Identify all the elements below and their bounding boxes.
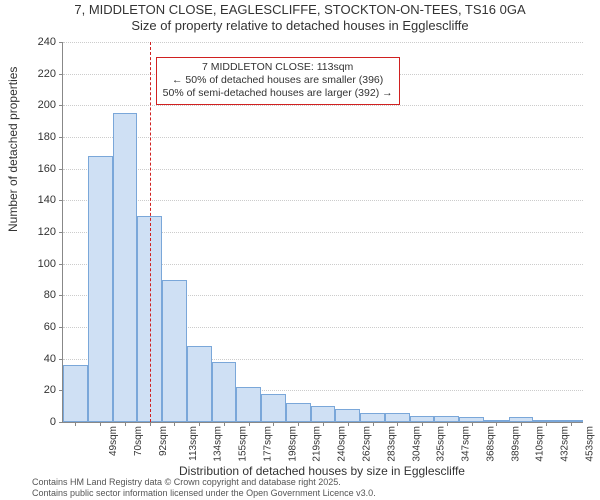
x-tick-label: 325sqm (436, 426, 447, 462)
histogram-bar (335, 409, 360, 422)
histogram-bar (212, 362, 237, 422)
histogram-bar (311, 406, 336, 422)
x-tick-label: 283sqm (386, 426, 397, 462)
footer-line-1: Contains HM Land Registry data © Crown c… (32, 477, 376, 487)
y-tick-label: 240 (16, 36, 56, 48)
highlight-line (150, 42, 151, 422)
y-tick-mark (59, 422, 63, 423)
y-tick-label: 180 (16, 131, 56, 143)
chart-container: 7, MIDDLETON CLOSE, EAGLESCLIFFE, STOCKT… (0, 0, 600, 500)
x-tick-label: 410sqm (535, 426, 546, 462)
x-tick-label: 92sqm (158, 426, 169, 456)
y-axis-label: Number of detached properties (6, 67, 20, 232)
y-tick-label: 20 (16, 384, 56, 396)
x-tick-mark (571, 422, 572, 426)
x-tick-label: 368sqm (485, 426, 496, 462)
x-tick-mark (323, 422, 324, 426)
y-tick-mark (59, 359, 63, 360)
histogram-bar (236, 387, 261, 422)
y-tick-mark (59, 200, 63, 201)
y-tick-label: 0 (16, 416, 56, 428)
histogram-bar (162, 280, 187, 423)
x-tick-mark (100, 422, 101, 426)
x-tick-label: 70sqm (133, 426, 144, 456)
histogram-bar (113, 113, 138, 422)
x-tick-mark (273, 422, 274, 426)
x-tick-label: 240sqm (337, 426, 348, 462)
y-tick-label: 100 (16, 258, 56, 270)
callout-line: 7 MIDDLETON CLOSE: 113sqm (163, 61, 393, 74)
y-tick-mark (59, 137, 63, 138)
x-tick-label: 219sqm (312, 426, 323, 462)
x-tick-label: 347sqm (461, 426, 472, 462)
y-tick-label: 40 (16, 353, 56, 365)
gridline-h (63, 200, 583, 201)
chart-title: 7, MIDDLETON CLOSE, EAGLESCLIFFE, STOCKT… (0, 2, 600, 35)
y-tick-label: 160 (16, 163, 56, 175)
x-tick-mark (472, 422, 473, 426)
y-tick-mark (59, 295, 63, 296)
x-tick-label: 262sqm (362, 426, 373, 462)
x-tick-mark (199, 422, 200, 426)
x-axis-label: Distribution of detached houses by size … (62, 464, 582, 478)
title-line-1: 7, MIDDLETON CLOSE, EAGLESCLIFFE, STOCKT… (0, 2, 600, 18)
y-tick-label: 200 (16, 99, 56, 111)
y-tick-mark (59, 74, 63, 75)
x-tick-mark (174, 422, 175, 426)
x-tick-mark (249, 422, 250, 426)
histogram-bar (63, 365, 88, 422)
title-line-2: Size of property relative to detached ho… (0, 18, 600, 34)
x-tick-label: 432sqm (560, 426, 571, 462)
x-tick-label: 155sqm (238, 426, 249, 462)
y-tick-label: 140 (16, 194, 56, 206)
x-tick-label: 113sqm (188, 426, 199, 461)
histogram-bar (88, 156, 113, 422)
x-tick-label: 177sqm (263, 426, 274, 462)
gridline-h (63, 42, 583, 43)
x-tick-mark (348, 422, 349, 426)
footer-line-2: Contains public sector information licen… (32, 488, 376, 498)
x-tick-mark (546, 422, 547, 426)
x-tick-label: 304sqm (411, 426, 422, 462)
gridline-h (63, 169, 583, 170)
histogram-bar (261, 394, 286, 423)
y-tick-mark (59, 327, 63, 328)
histogram-bar (286, 403, 311, 422)
y-tick-label: 120 (16, 226, 56, 238)
y-tick-label: 220 (16, 68, 56, 80)
y-tick-label: 80 (16, 289, 56, 301)
x-tick-mark (373, 422, 374, 426)
gridline-h (63, 137, 583, 138)
x-tick-mark (125, 422, 126, 426)
y-tick-mark (59, 264, 63, 265)
footer-attribution: Contains HM Land Registry data © Crown c… (32, 477, 376, 498)
x-tick-mark (447, 422, 448, 426)
y-tick-mark (59, 42, 63, 43)
plot-area: 7 MIDDLETON CLOSE: 113sqm← 50% of detach… (62, 42, 583, 423)
x-tick-label: 49sqm (108, 426, 119, 456)
y-tick-mark (59, 232, 63, 233)
x-tick-label: 134sqm (213, 426, 224, 462)
histogram-bar (385, 413, 410, 423)
x-tick-label: 198sqm (287, 426, 298, 462)
x-tick-mark (150, 422, 151, 426)
callout-line: ← 50% of detached houses are smaller (39… (163, 74, 393, 87)
gridline-h (63, 105, 583, 106)
callout-box: 7 MIDDLETON CLOSE: 113sqm← 50% of detach… (156, 57, 400, 104)
y-tick-mark (59, 105, 63, 106)
histogram-bar (187, 346, 212, 422)
x-tick-label: 389sqm (510, 426, 521, 462)
callout-line: 50% of semi-detached houses are larger (… (163, 87, 393, 100)
x-tick-mark (224, 422, 225, 426)
x-tick-label: 453sqm (584, 426, 595, 462)
y-tick-label: 60 (16, 321, 56, 333)
y-tick-mark (59, 169, 63, 170)
x-tick-mark (75, 422, 76, 426)
histogram-bar (360, 413, 385, 423)
